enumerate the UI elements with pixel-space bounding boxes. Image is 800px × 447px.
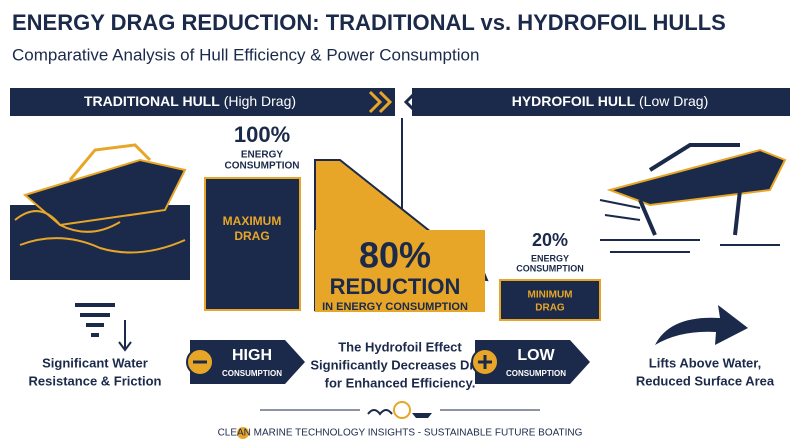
high-label: HIGH	[232, 347, 272, 364]
water-lines	[600, 239, 780, 253]
logo	[237, 427, 249, 439]
bolt-icon	[393, 401, 411, 419]
max-drag: DRAG	[234, 229, 269, 243]
left-banner-bold: TRADITIONAL HULL	[84, 93, 220, 109]
right-energy: CONSUMPTION	[516, 263, 584, 273]
reduction-detail: IN ENERGY CONSUMPTION	[322, 301, 468, 313]
reduction-label: REDUCTION	[330, 274, 461, 299]
right-banner-text: HYDROFOIL HULL (Low Drag)	[512, 93, 709, 109]
max-drag-box	[204, 177, 301, 311]
subtitle: Comparative Analysis of Hull Efficiency …	[12, 45, 479, 64]
left-caption: Significant Water	[42, 355, 148, 370]
low-sub: CONSUMPTION	[506, 369, 566, 378]
right-percent: 20%	[532, 230, 568, 250]
title: ENERGY DRAG REDUCTION: TRADITIONAL vs. H…	[12, 10, 726, 35]
boat-icon	[412, 413, 432, 418]
waves	[14, 210, 186, 254]
reduction-percent: 80%	[359, 235, 431, 276]
left-percent: 100%	[234, 122, 290, 147]
min-drag: MINIMUM	[528, 290, 573, 301]
low-label: LOW	[517, 347, 555, 364]
down-arrow	[118, 320, 132, 352]
boat-cabin	[68, 143, 152, 181]
effect-text: for Enhanced Efficiency.	[325, 375, 476, 390]
min-drag: DRAG	[535, 303, 565, 314]
right-banner-bold: HYDROFOIL HULL	[512, 93, 636, 109]
min-drag-box	[499, 279, 601, 321]
tornado-icon	[75, 303, 115, 337]
chevrons	[368, 90, 393, 114]
hydrofoil-cabin	[648, 143, 740, 172]
left-banner-text: TRADITIONAL HULL (High Drag)	[84, 93, 296, 109]
speed-lines	[599, 199, 641, 221]
left-energy: CONSUMPTION	[225, 161, 300, 172]
footer-text: CLEAN MARINE TECHNOLOGY INSIGHTS - SUSTA…	[218, 428, 583, 439]
max-drag: MAXIMUM	[223, 214, 282, 228]
hydrofoil-hull	[606, 148, 787, 207]
curved-arrow	[655, 305, 748, 345]
wave-icon	[367, 409, 393, 416]
left-caption: Resistance & Friction	[29, 373, 162, 388]
right-caption: Lifts Above Water,	[649, 355, 761, 370]
low-badge	[475, 340, 590, 384]
chevron	[403, 90, 418, 114]
right-banner-note: (Low Drag)	[639, 93, 708, 109]
left-banner	[10, 88, 395, 116]
plus	[478, 355, 492, 369]
right-banner	[412, 88, 790, 116]
reduction-panel	[315, 230, 485, 312]
left-banner-note: (High Drag)	[224, 93, 296, 109]
right-energy: ENERGY	[531, 253, 569, 263]
effect-text: The Hydrofoil Effect	[338, 339, 462, 354]
foils	[638, 189, 742, 236]
high-badge	[190, 340, 305, 384]
effect-text: Significantly Decreases Drag	[310, 357, 489, 372]
left-energy: ENERGY	[241, 150, 284, 161]
right-caption: Reduced Surface Area	[636, 373, 775, 388]
high-sub: CONSUMPTION	[222, 369, 282, 378]
